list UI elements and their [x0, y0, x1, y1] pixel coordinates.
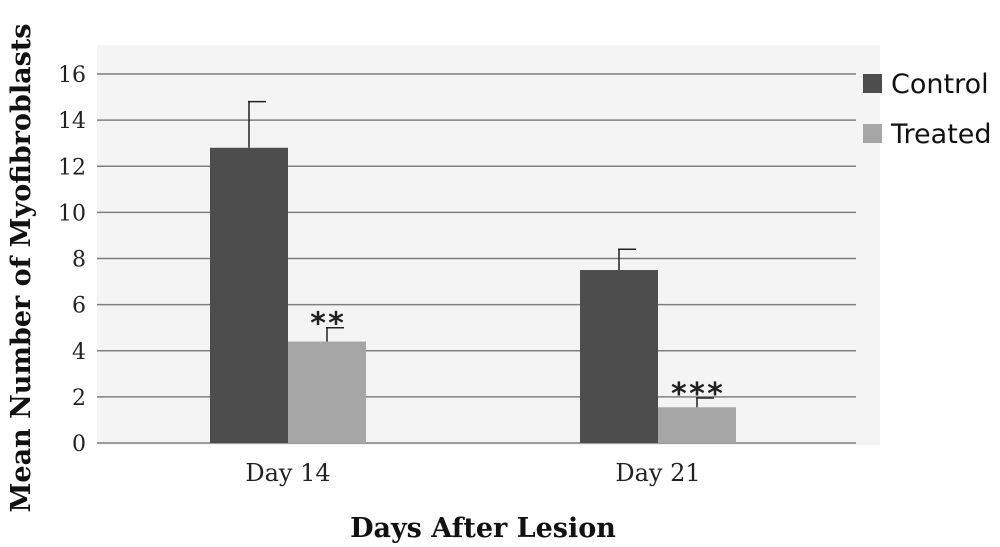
bar [210, 147, 288, 444]
legend-label: Control [891, 69, 989, 100]
y-tick-labels: 0 2 4 6 8 10 12 14 16 [58, 63, 86, 457]
bar [658, 407, 736, 443]
y-tick-label: 2 [72, 386, 86, 411]
significance-annotations: ***** [309, 307, 724, 412]
x-axis-title: Days After Lesion [350, 513, 616, 544]
y-tick-label: 8 [72, 248, 86, 273]
y-tick-label: 0 [72, 432, 86, 457]
y-tick-label: 16 [58, 63, 86, 88]
significance-marker: ** [309, 307, 345, 342]
legend: Control Treated [863, 69, 992, 150]
y-tick-label: 10 [58, 201, 86, 226]
x-tick-label: Day 21 [615, 459, 700, 487]
y-tick-label: 6 [72, 294, 86, 319]
y-axis-title: Mean Number of Myofibroblasts [6, 23, 37, 512]
error-bars [248, 100, 714, 408]
legend-swatch [863, 124, 882, 143]
y-tick-label: 4 [72, 340, 86, 365]
y-tick-label: 14 [58, 109, 86, 134]
y-tick-label: 12 [58, 155, 86, 180]
x-tick-label: Day 14 [245, 459, 330, 487]
significance-marker: *** [670, 377, 724, 412]
legend-label: Treated [890, 119, 992, 150]
bar [580, 270, 658, 443]
bars [210, 147, 736, 444]
x-tick-labels: Day 14 Day 21 [245, 459, 700, 487]
bar [288, 341, 366, 443]
legend-swatch [863, 74, 882, 93]
